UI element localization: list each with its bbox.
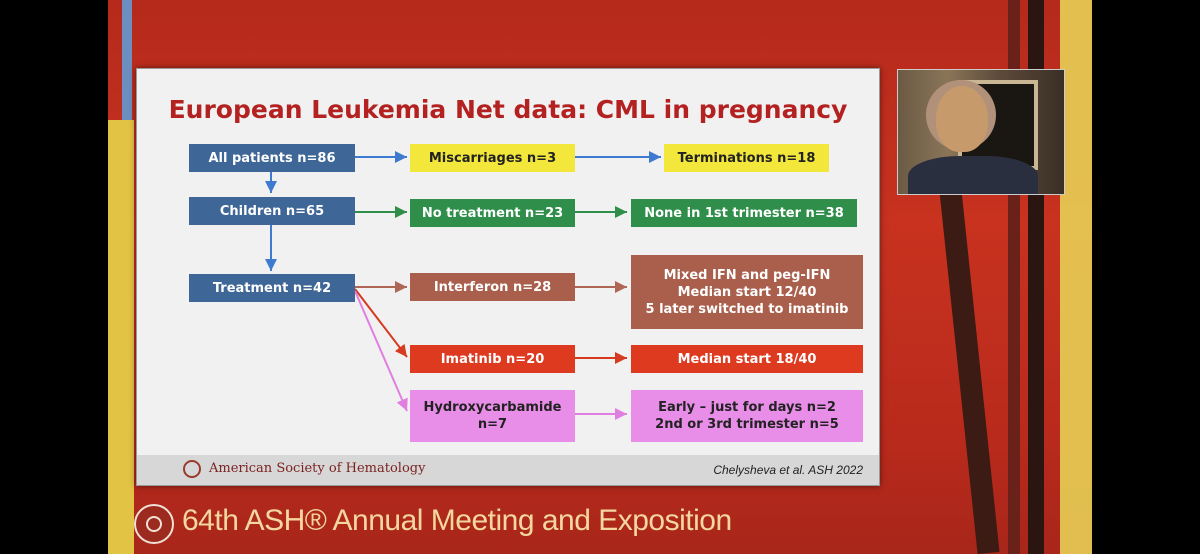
flowchart-arrows [265,151,661,420]
ash-seal-inner-icon [146,516,162,532]
terminations-box: Terminations n=18 [664,144,829,172]
children-box: Children n=65 [189,197,355,225]
ash-seal-icon [134,504,174,544]
slide-footer: American Society of Hematology Chelyshev… [137,455,879,485]
interferon-details-box: Mixed IFN and peg-IFN Median start 12/40… [631,255,863,329]
hydroxycarbamide-details-box: Early – just for days n=2 2nd or 3rd tri… [631,390,863,442]
none-first-trimester-text: None in 1st trimester n=38 [644,205,844,221]
no-treatment-box: No treatment n=23 [410,199,575,227]
slide-title: European Leukemia Net data: CML in pregn… [168,95,848,124]
meeting-banner: 64th ASH® Annual Meeting and Exposition [108,496,1092,554]
speaker-body [908,156,1038,194]
meeting-title: 64th ASH® Annual Meeting and Exposition [182,504,732,537]
hydroxycarbamide-line: n=7 [477,417,508,432]
imatinib-box: Imatinib n=20 [410,345,575,373]
decorative-stripe [108,120,134,554]
ifn-detail-line: 5 later switched to imatinib [645,301,849,317]
ifn-detail-line: Mixed IFN and peg-IFN [663,267,831,283]
ifn-detail-line: Median start 12/40 [677,284,817,300]
interferon-box: Interferon n=28 [410,273,575,301]
miscarriages-box: Miscarriages n=3 [410,144,575,172]
hu-detail-line: Early – just for days n=2 [658,400,836,415]
slide: European Leukemia Net data: CML in pregn… [136,68,880,486]
hydroxycarbamide-line: Hydroxycarbamide [423,400,562,415]
none-first-trimester-box: None in 1st trimester n=38 [631,199,857,227]
hydroxycarbamide-box: Hydroxycarbamide n=7 [410,390,575,442]
arrow [354,288,408,358]
speaker-video[interactable] [897,69,1065,195]
all-patients-box: All patients n=86 [189,144,355,172]
treatment-box: Treatment n=42 [189,274,355,302]
arrow [354,290,408,412]
speaker-face [936,86,988,152]
hu-detail-line: 2nd or 3rd trimester n=5 [655,417,839,432]
decorative-stripe [122,0,132,200]
citation: Chelysheva et al. ASH 2022 [713,463,863,477]
imatinib-start-box: Median start 18/40 [631,345,863,373]
organization-name: American Society of Hematology [209,461,426,476]
decorative-stripe [1060,0,1092,554]
ash-logo-icon [183,460,201,478]
